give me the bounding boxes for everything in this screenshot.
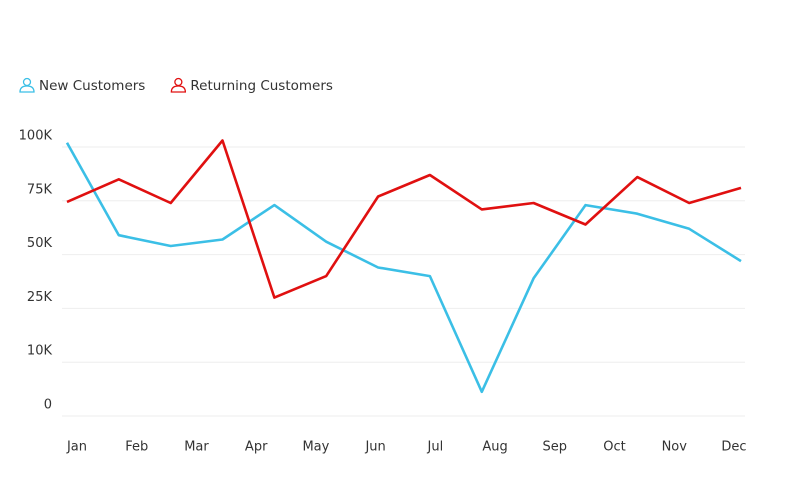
legend-label: Returning Customers [190,78,333,94]
x-tick-label: Jul [427,440,444,455]
x-tick-label: Nov [662,440,688,455]
x-tick-label: Sep [543,440,568,455]
y-tick-label: 100K [19,129,53,144]
series-line [65,142,742,394]
legend-icon [170,85,187,93]
x-tick-label: Apr [245,440,268,455]
x-tick-label: Aug [482,440,507,455]
legend-item: Returning Customers [170,77,333,94]
y-tick-label: 0 [44,398,52,413]
y-tick-label: 75K [27,182,53,197]
x-tick-label: Jan [66,440,87,455]
y-tick-label: 10K [27,344,53,359]
legend-icon [19,85,35,93]
x-tick-label: Jun [364,440,385,455]
x-tick-label: Dec [721,440,746,455]
legend-label: New Customers [39,78,145,94]
x-tick-label: Oct [603,440,625,455]
y-tick-label: 25K [27,290,53,305]
x-tick-label: Mar [184,440,209,455]
series-line [66,139,742,299]
y-tick-label: 50K [27,236,53,251]
legend-icon [22,77,32,87]
legend: New Customers Returning Customers [19,77,333,94]
x-tick-label: May [302,440,329,455]
legend-item: New Customers [19,77,145,94]
legend-icon [174,77,183,87]
x-tick-label: Feb [125,440,148,455]
